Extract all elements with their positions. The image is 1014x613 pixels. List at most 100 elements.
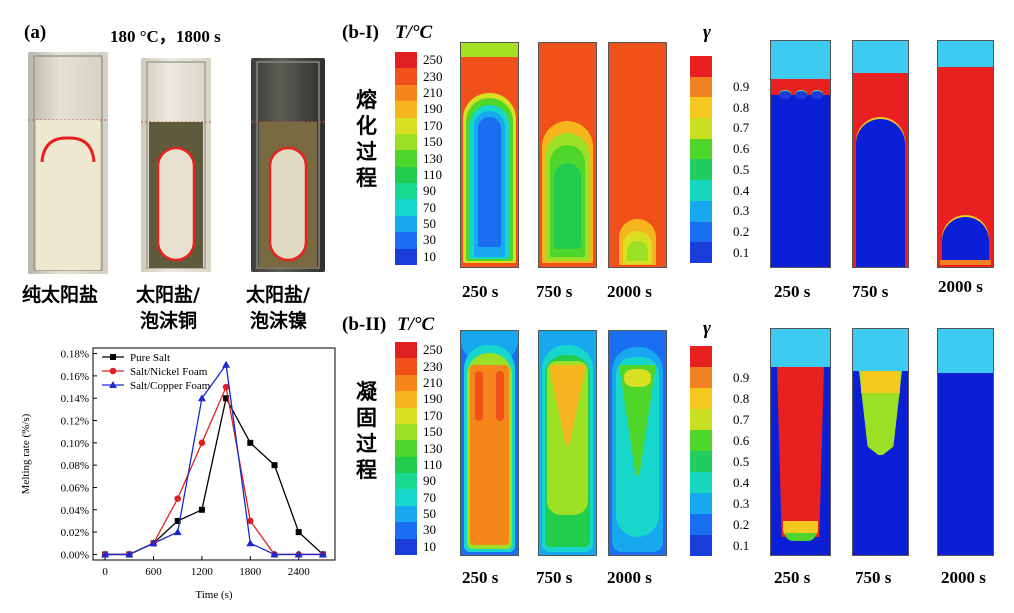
gamma-sim-melt-250s — [770, 40, 831, 268]
temp-sim-solid-750s — [538, 330, 597, 556]
x-tick-label: 1200 — [191, 566, 214, 578]
legend-marker — [109, 381, 117, 388]
colorbar-segment — [690, 118, 712, 139]
colorbar-segment — [395, 489, 417, 506]
colorbar-tick-label: 10 — [423, 538, 436, 554]
y-tick-label: 0.18% — [61, 349, 89, 361]
x-tick-label: 0 — [102, 566, 108, 578]
colorbar-segment — [395, 166, 417, 183]
colorbar-segment — [690, 409, 712, 430]
colorbar-segment — [395, 215, 417, 233]
colorbar-segment — [395, 68, 417, 85]
y-tick-label: 0.16% — [61, 371, 89, 383]
colorbar-tick-label: 30 — [423, 522, 436, 538]
colorbar-segment — [395, 423, 417, 441]
liquid-fraction-colorbar — [690, 56, 712, 263]
colorbar-segment — [690, 493, 712, 514]
gamma-bar-title-b2: γ — [703, 318, 711, 339]
process-char: 过 — [356, 432, 377, 456]
x-tick-label: 600 — [145, 566, 162, 578]
colorbar-segment — [690, 221, 712, 243]
colorbar-segment — [395, 538, 417, 555]
colorbar-segment — [690, 388, 712, 409]
y-tick-label: 0.14% — [61, 393, 89, 405]
gamma-sim-solid-2000s — [937, 328, 994, 556]
colorbar-segment — [690, 242, 712, 263]
colorbar-tick-label: 0.7 — [733, 411, 750, 427]
colorbar-tick-label: 90 — [423, 473, 436, 489]
colorbar-tick-label: 110 — [423, 166, 443, 182]
colorbar-tick-label: 190 — [423, 391, 443, 407]
time-label: 750 s — [536, 568, 573, 587]
colorbar-segment — [395, 52, 417, 69]
time-label: 250 s — [774, 282, 811, 301]
colorbar-segment — [690, 346, 712, 367]
data-point — [101, 550, 110, 558]
colorbar-tick-label: 0.6 — [733, 141, 750, 157]
gamma-sim-melt-750s — [852, 40, 909, 268]
colorbar-tick-label: 0.4 — [733, 474, 750, 490]
temperature-colorbar — [395, 342, 417, 555]
colorbar-tick-label: 210 — [423, 374, 443, 390]
data-point — [125, 550, 134, 558]
colorbar-tick-label: 90 — [423, 183, 436, 199]
data-point — [198, 506, 205, 513]
colorbar-segment — [395, 150, 417, 167]
colorbar-segment — [690, 138, 712, 160]
process-char: 程 — [356, 458, 377, 482]
x-tick-label: 1800 — [239, 566, 262, 578]
colorbar-tick-label: 170 — [423, 117, 443, 133]
temp-sim-solid-250s — [460, 330, 519, 556]
colorbar-segment — [395, 183, 417, 200]
time-label: 2000 s — [938, 277, 983, 296]
process-char: 熔 — [356, 88, 377, 112]
colorbar-tick-label: 0.2 — [733, 223, 750, 239]
data-point — [271, 462, 278, 469]
colorbar-tick-label: 0.1 — [733, 537, 750, 553]
colorbar-tick-label: 70 — [423, 489, 436, 505]
legend-marker — [109, 367, 117, 375]
sample-label-nickel-foam-line1: 太阳盐/ — [246, 284, 310, 306]
colorbar-segment — [395, 248, 417, 265]
temp-sim-melt-750s — [538, 42, 597, 268]
process-char: 程 — [356, 166, 377, 190]
time-label: 250 s — [462, 568, 499, 587]
colorbar-tick-label: 0.1 — [733, 244, 750, 260]
colorbar-tick-label: 210 — [423, 84, 443, 100]
sample-label-copper-foam-line2: 泡沫铜 — [140, 310, 198, 332]
colorbar-segment — [395, 374, 417, 392]
process-char: 固 — [356, 406, 377, 430]
colorbar-segment — [690, 430, 712, 451]
colorbar-segment — [690, 97, 712, 119]
colorbar-tick-label: 230 — [423, 358, 443, 374]
colorbar-tick-label: 70 — [423, 199, 436, 215]
colorbar-tick-label: 130 — [423, 440, 443, 456]
data-point — [223, 395, 230, 402]
temp-sim-melt-250s — [460, 42, 519, 268]
colorbar-segment — [690, 367, 712, 388]
data-point — [222, 383, 230, 391]
colorbar-tick-label: 0.4 — [733, 182, 750, 198]
y-tick-label: 0.04% — [61, 505, 89, 517]
colorbar-segment — [395, 117, 417, 134]
data-point — [222, 360, 231, 368]
data-point — [197, 394, 206, 402]
sample-label-copper-foam-line1: 太阳盐/ — [136, 284, 200, 306]
colorbar-tick-label: 130 — [423, 150, 443, 166]
process-char: 凝 — [356, 380, 377, 404]
colorbar-tick-label: 30 — [423, 232, 436, 248]
y-tick-label: 0.06% — [61, 482, 89, 494]
gamma-bar-title-b1: γ — [703, 22, 711, 43]
process-char: 过 — [356, 140, 377, 164]
colorbar-tick-label: 0.2 — [733, 516, 750, 532]
time-label: 250 s — [462, 282, 499, 301]
gamma-sim-solid-750s — [852, 328, 909, 556]
colorbar-segment — [690, 56, 712, 77]
y-tick-label: 0.10% — [61, 438, 89, 450]
colorbar-segment — [395, 133, 417, 151]
colorbar-tick-label: 230 — [423, 68, 443, 84]
time-label: 750 s — [852, 282, 889, 301]
colorbar-tick-label: 0.3 — [733, 495, 750, 511]
sample-label-pure-salt: 纯太阳盐 — [22, 284, 99, 306]
y-tick-label: 0.02% — [61, 527, 89, 539]
